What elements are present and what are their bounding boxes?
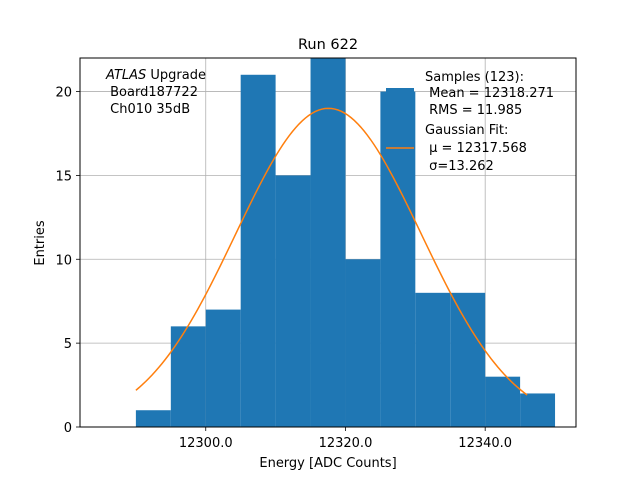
gaussian-fit-curve: [135, 107, 528, 396]
y-tick-label-1: 5: [64, 337, 72, 352]
legend-fit-line-1: Gaussian Fit:: [425, 123, 508, 138]
histogram-bar-3: [240, 74, 276, 427]
histogram-bar-1: [170, 326, 206, 427]
legend: Samples (123): Mean = 12318.271 RMS = 11…: [386, 70, 554, 174]
annotation-line-2: Board187722: [106, 85, 198, 100]
y-axis-label: Entries: [33, 220, 48, 266]
legend-hist-line-3: RMS = 11.985: [425, 103, 522, 118]
x-tick-label-2: 12340.0: [458, 436, 512, 451]
annotation-line-3: Ch010 35dB: [106, 102, 190, 117]
histogram-bar-9: [450, 292, 486, 427]
chart-title: Run 622: [298, 37, 358, 53]
annotation-block: ATLAS Upgrade Board187722 Ch010 35dB: [105, 68, 206, 117]
histogram-bar-6: [345, 259, 381, 427]
y-tick-label-4: 20: [55, 86, 72, 101]
histogram-bar-7: [380, 91, 416, 427]
histogram-bar-2: [205, 309, 241, 427]
legend-fit-line-2: μ = 12317.568: [425, 141, 527, 156]
x-tick-label-0: 12300.0: [179, 436, 233, 451]
legend-hist-line-2: Mean = 12318.271: [425, 86, 554, 101]
y-axis-ticks: 0 5 10 15 20: [55, 86, 80, 436]
y-tick-label-3: 15: [55, 169, 72, 184]
annotation-line-1: ATLAS Upgrade: [105, 68, 206, 83]
legend-hist-swatch: [386, 88, 414, 98]
annotation-upgrade: Upgrade: [146, 68, 206, 83]
fit-curve-group: [135, 107, 528, 396]
legend-hist-line-1: Samples (123):: [425, 70, 524, 85]
y-tick-label-2: 10: [55, 253, 72, 268]
x-axis-ticks: 12300.0 12320.0 12340.0: [179, 427, 512, 451]
histogram-bar-5: [310, 58, 346, 427]
histogram-bars: [135, 58, 556, 427]
legend-fit-line-3: σ=13.262: [425, 159, 494, 174]
histogram-bar-8: [415, 292, 451, 427]
plot-frame: [79, 57, 577, 428]
x-tick-label-1: 12320.0: [319, 436, 373, 451]
histogram-bar-0: [135, 410, 171, 427]
x-axis-label: Energy [ADC Counts]: [259, 456, 396, 471]
histogram-bar-4: [275, 175, 311, 427]
y-tick-label-0: 0: [64, 421, 72, 436]
annotation-atlas: ATLAS: [105, 68, 146, 83]
histogram-bar-11: [520, 393, 556, 427]
